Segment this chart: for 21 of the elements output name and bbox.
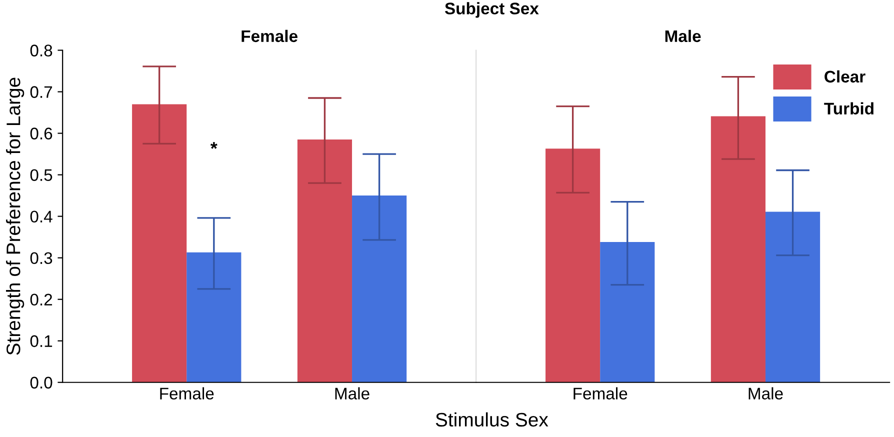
chart-title: Male (665, 30, 701, 42)
y-tick-label: 0.6 (30, 128, 52, 140)
legend-label: Clear (824, 70, 866, 83)
x-tick-label: Female (160, 387, 214, 400)
x-tick-label: Male (335, 387, 370, 400)
y-tick-label: 0.4 (30, 210, 52, 223)
y-axis-title: Strength of Preference for Large (6, 78, 24, 355)
x-tick-label: Male (748, 387, 783, 400)
annotation: * (210, 142, 218, 149)
y-tick-label: 0.7 (30, 86, 52, 98)
y-tick-label: 0.1 (30, 335, 52, 348)
legend-label: Turbid (824, 102, 874, 114)
y-tick-label: 0.5 (30, 169, 52, 182)
y-tick-label: 0.2 (30, 294, 52, 306)
y-tick-label: 0.8 (30, 44, 52, 56)
chart-title: Female (242, 30, 298, 42)
y-tick-label: 0.0 (30, 376, 52, 389)
y-tick-label: 0.3 (30, 252, 52, 264)
x-axis-title: Stimulus Sex (436, 412, 548, 427)
x-tick-label: Female (574, 387, 628, 400)
text: Subject Sex (444, 2, 539, 18)
